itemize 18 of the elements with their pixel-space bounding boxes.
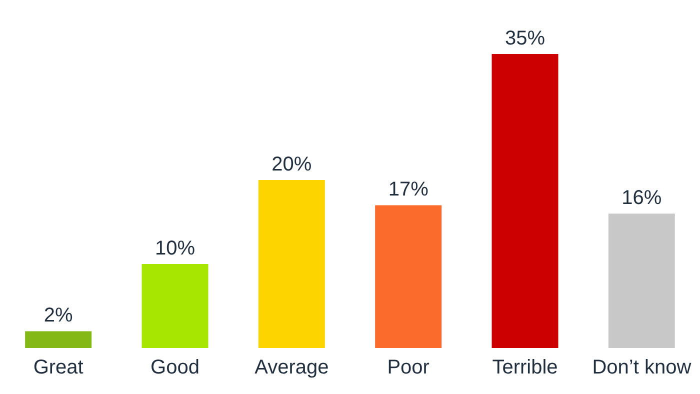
data-label: 35% xyxy=(504,28,546,50)
data-label: 17% xyxy=(388,178,429,201)
bar xyxy=(492,54,558,348)
bar xyxy=(375,205,442,348)
x-tick-label: Great xyxy=(33,356,84,379)
x-tick-label: Poor xyxy=(387,356,430,379)
x-tick-label: Average xyxy=(254,356,329,379)
data-label: 2% xyxy=(44,304,74,327)
data-label: 16% xyxy=(622,187,662,210)
bar xyxy=(258,180,325,348)
data-label: 10% xyxy=(154,238,196,260)
x-tick-label: Don’t know xyxy=(592,356,692,379)
data-label: 20% xyxy=(272,154,312,176)
bar xyxy=(608,214,675,348)
bar xyxy=(142,264,208,348)
x-tick-label: Terrible xyxy=(492,356,558,379)
bar xyxy=(25,331,92,348)
x-tick-label: Good xyxy=(150,356,200,379)
